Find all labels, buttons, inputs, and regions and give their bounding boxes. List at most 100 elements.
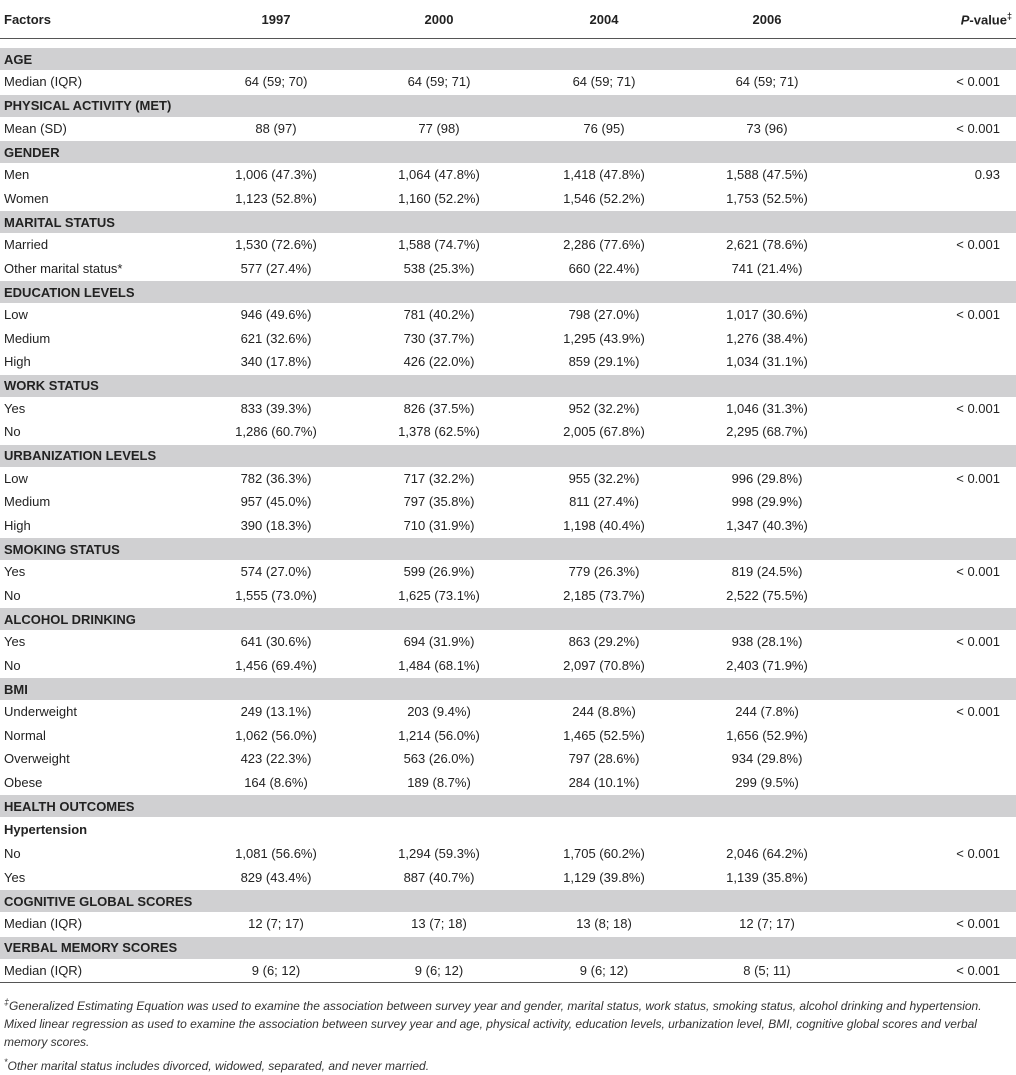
row-label: Women (4, 190, 49, 206)
cell-year-2006: 2,621 (78.6%) (726, 237, 808, 253)
cell-year-2004: 1,418 (47.8%) (563, 167, 645, 183)
cell-year-2000: 781 (40.2%) (403, 307, 475, 323)
cell-year-2006: 1,139 (35.8%) (726, 869, 808, 885)
row-label: Overweight (4, 751, 70, 767)
table-row: Medium 621 (32.6%) 730 (37.7%) 1,295 (43.9%… (0, 327, 1016, 351)
cell-year-2004: 797 (28.6%) (568, 751, 640, 767)
subsection-row: Hypertension (0, 817, 1016, 842)
cell-pvalue: < 0.001 (956, 237, 1000, 253)
cell-year-2000: 887 (40.7%) (403, 869, 475, 885)
cell-year-2006: 73 (96) (746, 120, 788, 136)
cell-year-2004: 2,185 (73.7%) (563, 587, 645, 603)
table-row: Men 1,006 (47.3%) 1,064 (47.8%) 1,418 (47.8… (0, 163, 1016, 187)
cell-year-1997: 946 (49.6%) (240, 307, 312, 323)
table-row: Underweight 249 (13.1%) 203 (9.4%) 244 (8.8… (0, 700, 1016, 724)
cell-year-1997: 829 (43.4%) (240, 869, 312, 885)
table-row: No 1,081 (56.6%) 1,294 (59.3%) 1,705 (60.2%… (0, 842, 1016, 866)
section-header: MARITAL STATUS (0, 210, 1016, 233)
cell-year-2004: 2,097 (70.8%) (563, 657, 645, 673)
cell-year-2006: 2,046 (64.2%) (726, 846, 808, 862)
cell-pvalue: < 0.001 (956, 704, 1000, 720)
section-header: VERBAL MEMORY SCORES (0, 935, 1016, 959)
table-row: Low 782 (36.3%) 717 (32.2%) 955 (32.2%) 996 … (0, 467, 1016, 491)
section-header: PHYSICAL ACTIVITY (MET) (0, 93, 1016, 117)
cell-year-2000: 77 (98) (418, 120, 460, 136)
row-label: Median (IQR) (4, 916, 83, 932)
cell-pvalue: 0.93 (974, 167, 1000, 183)
cell-year-2006: 1,046 (31.3%) (726, 400, 808, 416)
table-header: Factors 1997 2000 2004 2006 P-value‡ (0, 0, 1016, 39)
row-label: Yes (4, 869, 26, 885)
cell-pvalue (847, 747, 1016, 771)
section-title: URBANIZATION LEVELS (0, 443, 1016, 467)
cell-year-2006: 1,276 (38.4%) (726, 330, 808, 346)
cell-pvalue (847, 654, 1016, 678)
section-title: HEALTH OUTCOMES (0, 794, 1016, 817)
row-label: Underweight (4, 704, 77, 720)
table-row: Median (IQR) 12 (7; 17) 13 (7; 18) 13 (8; 1… (0, 912, 1016, 936)
section-header: ALCOHOL DRINKING (0, 607, 1016, 630)
table-body: AGE Median (IQR) 64 (59; 70) 64 (59; 71) 64 … (0, 39, 1016, 983)
cell-pvalue (847, 771, 1016, 795)
table-row: Mean (SD) 88 (97) 77 (98) 76 (95) 73 (96) < 0… (0, 117, 1016, 141)
cell-pvalue: < 0.001 (956, 120, 1000, 136)
cell-year-2006: 2,522 (75.5%) (726, 587, 808, 603)
cell-year-2006: 64 (59; 71) (735, 74, 799, 90)
cell-year-2006: 938 (28.1%) (731, 634, 803, 650)
cell-year-2006: 1,753 (52.5%) (726, 190, 808, 206)
cell-year-2000: 563 (26.0%) (403, 751, 475, 767)
cell-year-2006: 244 (7.8%) (735, 704, 799, 720)
cell-year-2004: 9 (6; 12) (521, 958, 687, 983)
cell-year-2000: 1,378 (62.5%) (398, 424, 480, 440)
section-title: SMOKING STATUS (0, 537, 1016, 560)
cell-year-2006: 299 (9.5%) (735, 774, 799, 790)
cell-year-1997: 1,062 (56.0%) (235, 727, 317, 743)
row-label: Obese (4, 774, 43, 790)
row-label: No (4, 587, 21, 603)
cell-year-2004: 2,005 (67.8%) (563, 424, 645, 440)
cell-pvalue (847, 490, 1016, 514)
cell-year-1997: 641 (30.6%) (240, 634, 312, 650)
cell-year-2006: 819 (24.5%) (731, 564, 803, 580)
section-title: COGNITIVE GLOBAL SCORES (0, 889, 1016, 912)
cell-year-1997: 249 (13.1%) (240, 704, 312, 720)
cell-year-2006: 1,347 (40.3%) (726, 517, 808, 533)
cell-year-2000: 730 (37.7%) (403, 330, 475, 346)
table-row: Median (IQR) 64 (59; 70) 64 (59; 71) 64 (59… (0, 70, 1016, 94)
cell-year-1997: 621 (32.6%) (240, 330, 312, 346)
cell-year-2006: 996 (29.8%) (731, 470, 803, 486)
cell-year-2000: 1,588 (74.7%) (398, 237, 480, 253)
cell-year-2006: 1,034 (31.1%) (726, 354, 808, 370)
table-row: Yes 833 (39.3%) 826 (37.5%) 952 (32.2%) 1,04… (0, 397, 1016, 421)
section-title: GENDER (0, 140, 1016, 163)
cell-year-2000: 694 (31.9%) (403, 634, 475, 650)
cell-pvalue: < 0.001 (847, 958, 1016, 983)
row-label: Married (4, 237, 49, 253)
section-header: EDUCATION LEVELS (0, 280, 1016, 303)
table-row: Medium 957 (45.0%) 797 (35.8%) 811 (27.4%) 9… (0, 490, 1016, 514)
cell-year-2004: 1,129 (39.8%) (563, 869, 645, 885)
section-header: COGNITIVE GLOBAL SCORES (0, 889, 1016, 912)
cell-pvalue: < 0.001 (956, 470, 1000, 486)
table-row: Yes 574 (27.0%) 599 (26.9%) 779 (26.3%) 819 … (0, 560, 1016, 584)
cell-pvalue: < 0.001 (956, 634, 1000, 650)
cell-year-2000: 64 (59; 71) (407, 74, 471, 90)
header-year-1997: 1997 (195, 0, 357, 39)
cell-year-2006: 934 (29.8%) (731, 751, 803, 767)
cell-year-1997: 1,081 (56.6%) (235, 846, 317, 862)
section-header: HEALTH OUTCOMES (0, 794, 1016, 817)
cell-year-2004: 76 (95) (583, 120, 625, 136)
cell-pvalue: < 0.001 (956, 74, 1000, 90)
cell-year-1997: 9 (6; 12) (195, 958, 357, 983)
cell-pvalue: < 0.001 (956, 400, 1000, 416)
cell-year-2004: 859 (29.1%) (568, 354, 640, 370)
cell-year-2000: 203 (9.4%) (407, 704, 471, 720)
cell-year-1997: 1,530 (72.6%) (235, 237, 317, 253)
header-year-2004: 2004 (521, 0, 687, 39)
section-header: WORK STATUS (0, 373, 1016, 397)
cell-year-2006: 2,403 (71.9%) (726, 657, 808, 673)
row-label: Low (4, 307, 28, 323)
table-row: Normal 1,062 (56.0%) 1,214 (56.0%) 1,465 (5… (0, 724, 1016, 748)
cell-year-1997: 1,456 (69.4%) (235, 657, 317, 673)
table-row: Women 1,123 (52.8%) 1,160 (52.2%) 1,546 (52… (0, 187, 1016, 211)
